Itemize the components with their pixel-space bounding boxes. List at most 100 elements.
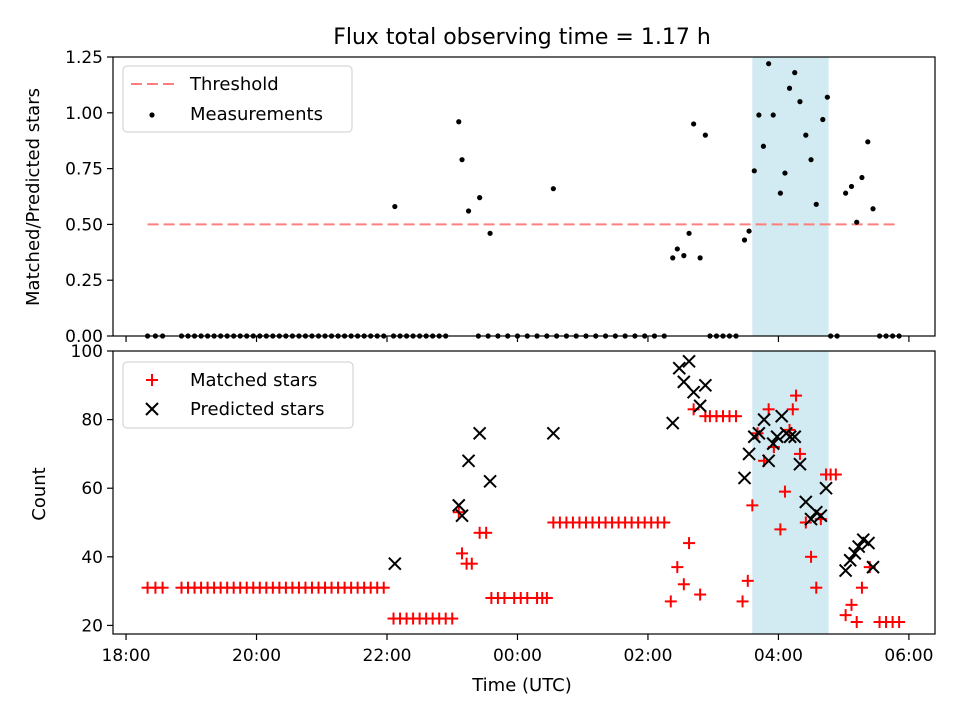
legend-matched-swatch <box>146 374 158 386</box>
predicted-star-point <box>799 495 813 509</box>
y-tick-label-bottom-4: 100 <box>71 342 103 362</box>
matched-star-point <box>683 537 696 550</box>
y-tick-label-top-2: 0.50 <box>65 215 103 235</box>
matched-star-point <box>540 591 553 604</box>
matched-star-point <box>793 447 806 460</box>
predicted-star-point <box>742 447 756 461</box>
y-tick-label-top-5: 1.25 <box>65 48 103 68</box>
legend-threshold-label: Threshold <box>189 74 279 95</box>
matched-star-point <box>855 581 868 594</box>
x-tick-label-2: 22:00 <box>363 646 412 666</box>
measurement-point <box>477 195 483 201</box>
matched-star-point <box>741 574 754 587</box>
chart-title: Flux total observing time = 1.17 h <box>333 25 711 50</box>
matched-star-point <box>156 581 169 594</box>
measurement-point <box>756 112 762 118</box>
matched-star-point <box>446 612 459 625</box>
x-axis-label: Time (UTC) <box>471 675 572 696</box>
y-tick-label-bottom-1: 40 <box>81 548 103 568</box>
predicted-star-point <box>672 361 686 375</box>
predicted-star-point <box>814 508 828 523</box>
measurement-point <box>702 132 708 138</box>
predicted-star-point <box>452 498 466 513</box>
matched-star-point <box>774 523 787 536</box>
measurement-point <box>487 230 493 236</box>
legend-top-box <box>122 65 353 133</box>
predicted-star-point <box>677 375 691 389</box>
predicted-star-point <box>461 454 476 468</box>
measurement-point <box>843 190 849 196</box>
matched-star-point <box>480 526 493 539</box>
y-tick-label-bottom-2: 60 <box>81 479 103 499</box>
measurement-point <box>697 255 703 261</box>
x-tick-label-3: 00:00 <box>493 646 542 666</box>
measurement-point <box>686 230 692 236</box>
matched-star-point <box>786 403 799 416</box>
x-tick-label-5: 04:00 <box>754 646 803 666</box>
y-tick-label-top-1: 0.25 <box>65 271 103 291</box>
predicted-star-point <box>766 436 780 451</box>
measurement-point <box>824 94 830 100</box>
y-ticks-bottom: 20 40 60 80 100 <box>71 342 113 636</box>
bottom-panel: 20 40 60 80 100 18:00 20:00 22:00 00:00 02:00 04:… <box>29 342 936 696</box>
matched-star-point <box>790 389 803 402</box>
y-tick-label-bottom-3: 80 <box>81 411 103 431</box>
top-plot-frame <box>112 56 936 337</box>
matched-star-point <box>377 581 390 594</box>
measurement-point <box>803 132 809 138</box>
matched-star-point <box>839 609 852 622</box>
bottom-plot-frame <box>112 350 936 635</box>
matched-star-point <box>799 516 812 529</box>
measurement-point <box>865 139 871 145</box>
predicted-star-point <box>848 546 862 561</box>
measurement-point <box>392 203 398 210</box>
matched-star-point <box>829 468 842 481</box>
measurement-point <box>766 61 772 67</box>
predicted-star-point <box>851 539 866 554</box>
measurement-point <box>854 219 860 225</box>
matched-star-point <box>850 615 863 628</box>
measurement-point <box>674 246 680 252</box>
predicted-star-point <box>770 430 784 444</box>
y-tick-label-bottom-0: 20 <box>81 616 103 636</box>
predicted-star-point <box>546 426 561 441</box>
measurement-point <box>870 206 876 212</box>
measurement-point <box>691 121 697 127</box>
measurement-point <box>550 186 556 192</box>
predicted-star-point <box>804 512 818 526</box>
legend-bottom-box <box>122 361 354 429</box>
matched-star-point <box>658 516 671 529</box>
y-tick-label-top-4: 1.00 <box>65 104 103 124</box>
measurement-point <box>820 116 826 123</box>
legend-measurements-label: Measurements <box>190 104 323 125</box>
top-panel: 0.00 0.25 0.50 0.75 1.00 1.25 Matched/Predict… <box>23 48 936 347</box>
highlight-band-top <box>752 57 829 336</box>
measurement-point <box>770 112 776 118</box>
predicted-star-point <box>819 481 833 495</box>
matched-star-point <box>730 410 743 423</box>
predicted-star-point <box>793 457 807 471</box>
y-tick-label-top-0: 0.00 <box>65 327 103 347</box>
matched-star-point <box>677 578 690 591</box>
matched-star-point <box>746 499 759 512</box>
legend-measurements-swatch <box>149 112 155 118</box>
predicted-star-point <box>693 399 707 413</box>
measurement-point <box>808 157 814 163</box>
predicted-star-point <box>774 409 789 423</box>
measurement-point <box>760 143 767 149</box>
measurement-point <box>782 170 788 176</box>
predicted-star-point <box>761 454 776 468</box>
y-axis-label-top: Matched/Predicted stars <box>23 88 44 306</box>
predicted-star-point <box>757 412 771 427</box>
x-tick-label-0: 18:00 <box>102 646 151 666</box>
measurement-point <box>797 99 803 105</box>
predicted-star-point <box>861 536 876 550</box>
measurement-point <box>670 255 676 261</box>
predicted-star-point <box>666 416 680 430</box>
predicted-star-point <box>472 426 487 441</box>
predicted-star-point <box>843 553 857 567</box>
measurement-point <box>813 201 819 207</box>
x-tick-label-4: 02:00 <box>623 646 672 666</box>
predicted-star-point <box>455 508 469 523</box>
